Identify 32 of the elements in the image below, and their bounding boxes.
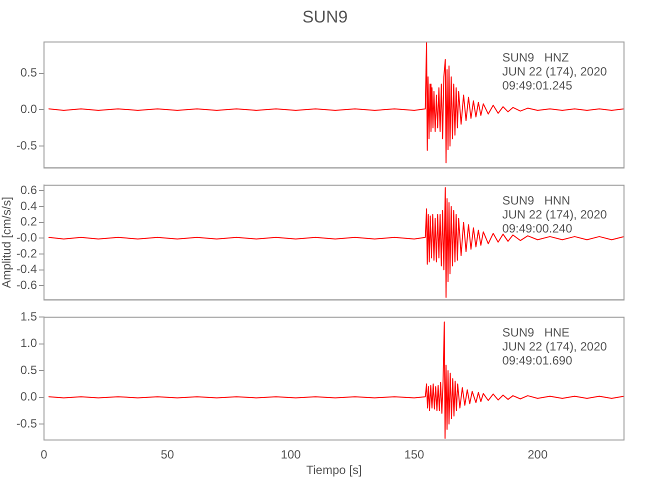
y-tick-label: -0.5	[16, 416, 38, 430]
annotation: 09:49:01.245	[502, 78, 573, 92]
x-tick-label: 0	[40, 448, 48, 462]
annotation: 09:49:00.240	[502, 222, 573, 236]
x-tick-label: 200	[528, 448, 548, 462]
annotation: JUN 22 (174), 2020	[502, 208, 608, 222]
chart-title: SUN9	[302, 8, 348, 27]
annotation: SUN9 HNE	[502, 326, 570, 340]
y-tick-label: -0.4	[16, 262, 38, 276]
y-tick-label: 0.5	[20, 362, 38, 377]
y-tick-label: 1.0	[20, 336, 38, 350]
x-tick-label: 150	[404, 448, 425, 462]
x-axis-title: Tiempo [s]	[306, 463, 362, 478]
y-tick-label: 0.2	[20, 214, 38, 229]
x-tick-label: 100	[280, 448, 302, 462]
y-tick-label: -0.2	[16, 246, 38, 260]
y-tick-label: -0.6	[16, 278, 38, 292]
y-tick-label: -0.5	[16, 138, 38, 152]
annotation: SUN9 HNN	[502, 194, 570, 208]
annotation: 09:49:01.690	[502, 354, 573, 368]
y-axis-title: Amplitud [cm/s/s]	[0, 196, 14, 288]
y-tick-label: 0.6	[20, 183, 38, 198]
annotation: SUN9 HNZ	[502, 50, 569, 64]
y-tick-label: 0.5	[20, 66, 38, 80]
y-tick-label: 0.4	[20, 198, 38, 213]
annotation: JUN 22 (174), 2020	[502, 340, 608, 354]
annotation: JUN 22 (174), 2020	[502, 64, 608, 78]
y-tick-label: 0.0	[20, 390, 38, 404]
y-tick-label: 0.0	[20, 102, 38, 116]
y-tick-label: 1.5	[20, 310, 38, 324]
y-tick-label: -0.0	[16, 230, 38, 244]
x-tick-label: 50	[160, 448, 174, 462]
